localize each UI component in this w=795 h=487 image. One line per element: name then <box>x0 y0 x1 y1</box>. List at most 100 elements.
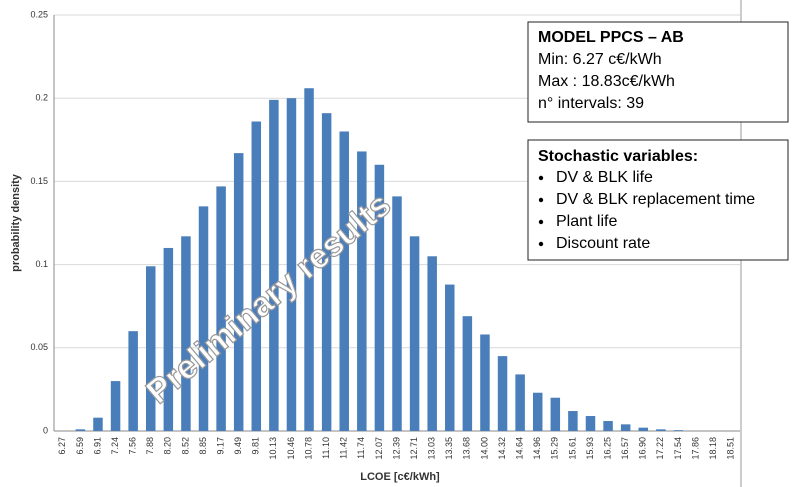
variables-list: DV & BLK life DV & BLK replacement time Pl… <box>538 169 755 252</box>
x-tick-label: 11.42 <box>339 437 349 459</box>
x-tick-label: 16.57 <box>620 437 630 460</box>
bar <box>515 374 525 431</box>
x-tick-label: 18.18 <box>708 437 718 460</box>
variable-item: DV & BLK replacement time <box>556 191 755 208</box>
x-tick-label: 17.86 <box>690 437 700 460</box>
y-tick-label: 0.25 <box>30 9 48 19</box>
bar <box>110 381 121 431</box>
x-tick-label: 12.07 <box>374 437 384 460</box>
bar <box>409 236 420 431</box>
x-tick-label: 14.96 <box>532 437 542 460</box>
x-tick-label: 7.56 <box>128 437 138 455</box>
x-tick-label: 9.81 <box>251 437 261 455</box>
x-tick-label: 9.49 <box>233 437 243 455</box>
x-tick-label: 17.22 <box>655 437 665 460</box>
x-tick-label: 8.52 <box>180 437 190 455</box>
variable-item: Plant life <box>556 213 617 230</box>
x-tick-label: 16.90 <box>638 437 648 460</box>
x-tick-label: 7.24 <box>110 437 120 455</box>
bar <box>585 416 596 431</box>
x-tick-label: 15.61 <box>567 437 577 460</box>
variable-item: Discount rate <box>556 235 650 252</box>
bar <box>233 153 244 431</box>
bar <box>638 427 649 431</box>
x-tick-label: 15.93 <box>585 437 595 460</box>
x-tick-label: 7.88 <box>145 437 155 455</box>
bullet <box>538 197 544 203</box>
bar <box>497 356 508 431</box>
bar <box>656 429 666 431</box>
bullet <box>538 241 544 247</box>
x-axis-label: LCOE [c€/kWh] <box>360 471 440 483</box>
bar <box>216 186 226 431</box>
info-lines: Min: 6.27 c€/kWh Max : 18.83c€/kWh n° inte… <box>538 51 675 112</box>
x-tick-label: 11.74 <box>356 437 366 459</box>
variables-box <box>527 139 789 261</box>
x-tick-label: 14.32 <box>497 437 507 460</box>
bar <box>304 88 314 431</box>
bar <box>198 206 209 431</box>
bar <box>128 331 138 431</box>
bar <box>392 196 402 431</box>
variable-item: DV & BLK life <box>556 169 653 186</box>
bar <box>620 424 631 431</box>
x-tick-label: 12.71 <box>409 437 419 460</box>
x-tick-label: 17.54 <box>673 437 683 460</box>
bar <box>145 266 156 431</box>
x-tick-label: 10.78 <box>303 437 313 460</box>
bar <box>532 392 543 431</box>
info-line: n° intervals: 39 <box>538 95 644 112</box>
bar <box>269 99 279 431</box>
x-tick-label: 13.35 <box>444 437 454 460</box>
x-tick-label: 14.00 <box>479 437 489 460</box>
bar <box>445 284 455 431</box>
bar <box>93 417 103 431</box>
x-tick-label: 9.17 <box>215 437 225 455</box>
x-tick-label: 13.68 <box>462 437 472 460</box>
x-tick-label: 11.10 <box>321 437 331 459</box>
x-tick-label: 10.46 <box>286 437 296 460</box>
info-line: Min: 6.27 c€/kWh <box>538 51 662 68</box>
bar <box>462 316 473 431</box>
x-tick-label: 6.59 <box>75 437 85 455</box>
bar <box>374 164 385 431</box>
x-tick-label: 12.39 <box>391 437 401 460</box>
x-tick-label: 10.13 <box>268 437 278 460</box>
x-tick-label: 6.91 <box>92 437 102 455</box>
bullet <box>538 175 544 181</box>
x-tick-label: 8.20 <box>163 437 173 455</box>
bar <box>75 429 86 431</box>
bar <box>550 397 561 431</box>
info-box <box>527 21 789 123</box>
x-tick-label: 14.64 <box>515 437 525 460</box>
y-tick-label: 0.2 <box>35 93 48 103</box>
x-tick-label: 16.25 <box>602 437 612 460</box>
bar <box>251 121 262 431</box>
bar <box>339 131 349 432</box>
bar <box>480 334 490 431</box>
x-tick-label: 6.27 <box>57 437 67 455</box>
x-tick-label: 8.85 <box>198 437 208 455</box>
bar <box>181 236 191 431</box>
info-title: MODEL PPCS – AB <box>538 29 684 46</box>
bar <box>603 421 613 431</box>
x-tick-label: 13.03 <box>427 437 437 460</box>
bar <box>568 411 578 431</box>
bar <box>321 113 332 432</box>
y-tick-label: 0 <box>43 425 48 435</box>
bar <box>427 256 437 431</box>
y-axis-label: probability density <box>10 173 22 272</box>
plot-area: 0 0.05 0.1 0.15 0.2 0.25 6.27 6.59 6.91 7.24 7.56 7… <box>30 9 740 460</box>
bar <box>673 430 684 431</box>
bar <box>286 98 297 431</box>
y-tick-label: 0.15 <box>30 176 48 186</box>
bar <box>357 151 367 431</box>
info-line: Max : 18.83c€/kWh <box>538 73 675 90</box>
bar <box>163 247 174 431</box>
x-tick-label: 15.29 <box>550 437 560 460</box>
variables-title: Stochastic variables: <box>538 148 698 165</box>
x-tick-label: 18.51 <box>726 437 736 460</box>
bullet <box>538 219 544 225</box>
y-tick-label: 0.05 <box>30 342 48 352</box>
